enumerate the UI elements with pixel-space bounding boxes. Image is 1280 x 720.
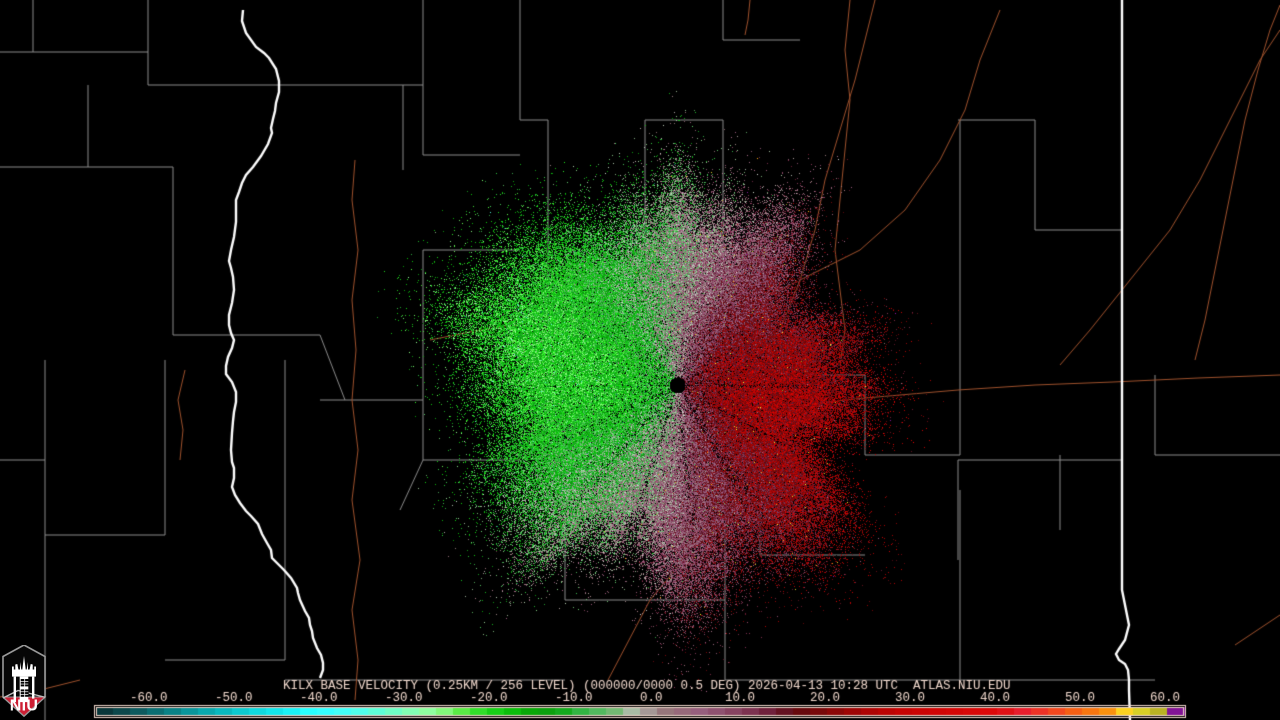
svg-text:NIU: NIU: [10, 698, 38, 715]
